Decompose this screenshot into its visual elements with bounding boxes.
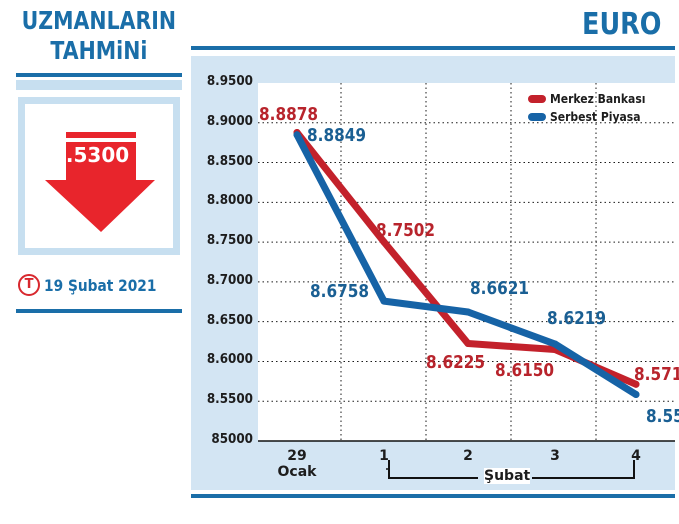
data-point [380,297,388,305]
arrow-top-bar [66,132,136,138]
y-tick-label: 8.7000 [206,272,253,288]
currency-title: EURO [581,7,661,42]
y-tick-label: 85000 [211,432,253,447]
data-point [464,340,472,347]
left-title-line1: UZMANLARIN [21,6,177,35]
data-label: 8.8849 [307,124,367,146]
data-label: 8.7502 [376,219,436,241]
left-title-band [16,80,182,90]
date-underline [16,309,182,313]
y-tick-label: 8.8000 [206,193,253,209]
data-label: 8.5713 [634,364,679,386]
legend-swatch-merkez [528,95,546,103]
arrow-stem [66,142,136,182]
legend-label-serbest: Serbest Piyasa [550,110,641,124]
bottom-rule [191,494,675,498]
plot-area [258,83,675,441]
subat-bracket-line [388,460,635,479]
data-point [293,131,301,139]
x-tick-label: 4 [631,448,641,464]
series-layer [293,129,640,398]
data-label: 8.6219 [547,308,607,330]
left-title: UZMANLARIN TAHMiNi [14,6,176,66]
axis-layer [258,440,675,479]
newspaper-logo-icon: T [18,274,40,296]
x-tick-label: 29 [287,448,307,464]
legend-swatch-serbest [528,113,546,121]
arrow-head [45,180,155,232]
data-label: 8.6150 [495,359,555,381]
legend-item-serbest: Serbest Piyasa [528,108,668,126]
y-tick-label: 8.5500 [206,392,253,408]
y-tick-label: 8.7500 [206,233,253,249]
data-label: 8.6621 [470,278,530,300]
forecast-value: 8.5300 [52,143,130,167]
legend-item-merkez: Merkez Bankası [528,90,668,108]
y-tick-label: 8.9000 [206,113,253,129]
data-point [632,391,640,398]
data-label: 8.6225 [426,351,486,373]
y-tick-label: 8.6000 [206,352,253,368]
publication-date: 19 Şubat 2021 [44,275,157,295]
right-title-underline [191,46,675,50]
y-tick-label: 8.8500 [206,153,253,169]
grid-layer [258,83,675,441]
data-point [380,238,388,246]
data-label: 8.6758 [310,281,370,303]
y-tick-label: 8.6500 [206,312,253,328]
x-group-label: Şubat [484,468,531,484]
data-point [551,340,559,348]
x-tick-label: Ocak [277,464,317,480]
legend-label-merkez: Merkez Bankası [550,92,646,106]
legend: Merkez Bankası Serbest Piyasa [528,90,668,126]
x-tick-label: 2 [463,448,473,464]
data-label: 8.8878 [259,104,319,126]
left-title-underline [16,73,182,77]
y-tick-label: 8.9500 [206,74,253,89]
x-tick-label: 1 [379,448,389,464]
left-title-line2: TAHMiNi [50,36,148,65]
publication-date-row: T 19 Şubat 2021 [18,272,180,298]
x-tick-label: 3 [550,448,560,464]
data-point [464,308,472,316]
data-label: 8.5585 [646,406,679,428]
data-point [632,380,640,388]
